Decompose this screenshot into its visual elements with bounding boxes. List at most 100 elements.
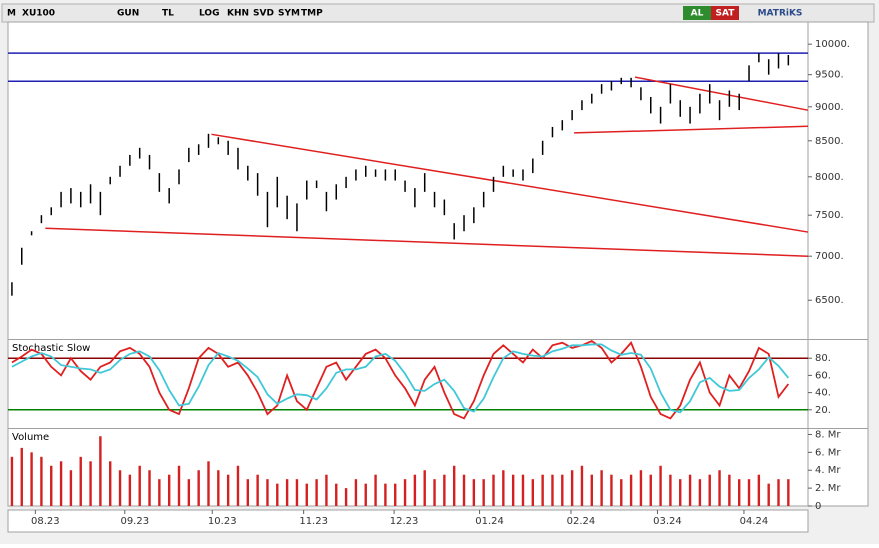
volume-bar [718, 470, 721, 506]
x-tick-label: 02.24 [567, 516, 596, 527]
volume-bar [502, 470, 505, 506]
y-tick-label: 8000. [815, 172, 844, 183]
volume-bar [109, 461, 112, 506]
volume-bar [354, 479, 358, 506]
volume-bar [482, 479, 485, 506]
volume-bar [148, 470, 151, 506]
volume-bar [138, 465, 141, 506]
volume-bar [639, 470, 643, 506]
plot-area [7, 21, 809, 507]
sell-label[interactable]: SAT [716, 9, 736, 19]
brand: MATRiKS [758, 9, 803, 19]
volume-bar [266, 479, 269, 506]
volume-bar [688, 474, 692, 506]
y-axis-area [807, 21, 869, 507]
trend-line [634, 76, 809, 111]
volume-bar [374, 474, 377, 506]
buy-label[interactable]: AL [691, 9, 704, 19]
volume-bar [443, 474, 446, 506]
y-tick-label: 6. Mr [815, 447, 841, 458]
y-tick-label: 60. [815, 370, 831, 381]
volume-bar [728, 474, 731, 506]
volume-bar [590, 474, 593, 506]
volume-bar [511, 474, 515, 506]
volume-bar [10, 456, 14, 506]
volume-bar [580, 465, 584, 506]
volume-bar [413, 474, 417, 506]
volume-bar [767, 483, 770, 506]
indicator-line [11, 339, 790, 420]
volume-bar [30, 452, 33, 506]
volume-bar [738, 479, 741, 506]
volume-bar [305, 483, 308, 506]
x-tick-label: 10.23 [208, 516, 237, 527]
volume-bar [423, 470, 426, 506]
volume-bar [708, 474, 711, 506]
volume-bar [344, 488, 348, 506]
volume-bar [167, 474, 171, 506]
symbol[interactable]: XU100 [22, 9, 55, 19]
toolbar-item[interactable]: TL [162, 9, 174, 19]
volume-bar [236, 465, 240, 506]
volume-bar [325, 474, 328, 506]
volume-bar [787, 479, 790, 506]
volume-bar [20, 447, 23, 506]
volume-bar [246, 479, 250, 506]
volume-bar [659, 465, 662, 506]
volume-bar [177, 465, 181, 506]
volume-bar [669, 474, 672, 506]
volume-bar [492, 474, 495, 506]
volume-bar [59, 461, 63, 506]
volume-bar [364, 483, 367, 506]
y-tick-label: 4. Mr [815, 465, 841, 476]
volume-bar [403, 479, 407, 506]
volume-bar [629, 474, 633, 506]
trend-line [211, 133, 809, 233]
volume-bar [649, 474, 652, 506]
volume-bar [610, 474, 613, 506]
volume-bar [551, 474, 554, 506]
x-tick-label: 12.23 [390, 516, 419, 527]
volume-bar [472, 479, 476, 506]
volume-bar [99, 436, 102, 506]
y-tick-label: 0 [815, 501, 821, 512]
volume-bar [50, 465, 53, 506]
toolbar-item[interactable]: TMP [301, 9, 323, 19]
y-tick-label: 7000. [815, 251, 844, 262]
volume-bar [561, 474, 564, 506]
y-tick-label: 10000. [815, 39, 850, 50]
x-tick-label: 01.24 [475, 516, 504, 527]
toolbar-item[interactable]: SYM [278, 9, 300, 19]
x-axis-area [7, 509, 809, 533]
toolbar-item[interactable]: KHN [227, 9, 249, 19]
volume-bar [394, 483, 397, 506]
volume-bar [777, 479, 780, 506]
volume-bar [89, 461, 92, 506]
panel-title: Stochastic Slow [12, 343, 90, 354]
toolbar-item[interactable]: LOG [199, 9, 219, 19]
volume-bar [462, 474, 466, 506]
volume-bar [158, 479, 161, 506]
buy-button[interactable] [683, 6, 711, 20]
volume-bar [679, 479, 682, 506]
x-tick-label: 04.24 [740, 516, 769, 527]
y-tick-label: 8500. [815, 136, 844, 147]
volume-bar [79, 456, 82, 506]
volume-bar [600, 470, 603, 506]
toolbar-item[interactable]: GUN [117, 9, 139, 19]
y-tick-label: 2. Mr [815, 483, 841, 494]
volume-bar [531, 479, 535, 506]
volume-bar [295, 479, 299, 506]
toolbar-item[interactable]: M [7, 9, 16, 19]
volume-bar [256, 474, 259, 506]
toolbar-item[interactable]: SVD [253, 9, 274, 19]
volume-bar [452, 465, 456, 506]
y-tick-label: 9000. [815, 102, 844, 113]
volume-bar [570, 470, 574, 506]
volume-bar [285, 479, 289, 506]
volume-bar [757, 474, 761, 506]
x-tick-label: 09.23 [120, 516, 149, 527]
sell-button[interactable] [711, 6, 739, 20]
volume-bar [207, 461, 210, 506]
